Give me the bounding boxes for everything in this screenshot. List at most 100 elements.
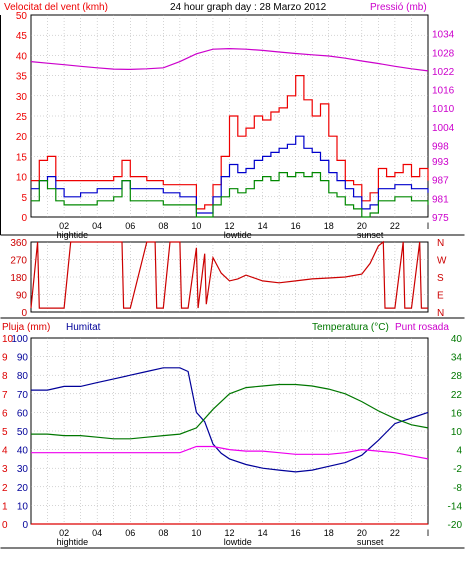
rain-y-tick: 4 xyxy=(2,446,8,457)
direction-y-tick: 180 xyxy=(10,273,27,284)
wind-y-tick: 50 xyxy=(16,11,28,22)
temperature-x-event-label: lowtide xyxy=(224,537,252,547)
rain-y-tick: 3 xyxy=(2,464,8,475)
temperature-x-tick: 20 xyxy=(357,528,367,538)
wind-y-tick: 10 xyxy=(16,173,28,184)
temperature-y-tick-labels: -20 -14 -8 -2 4 10 16 22 28 34 40 xyxy=(448,334,463,531)
humidity-y-tick-labels: 0 10 20 30 40 50 60 70 80 90 100 xyxy=(11,334,28,531)
pressure-line xyxy=(30,47,429,72)
humidity-y-tick: 50 xyxy=(17,427,29,438)
temperature-y-tick: -2 xyxy=(453,464,462,475)
direction-series-group xyxy=(30,240,428,309)
rain-y-tick: 1 xyxy=(2,501,8,512)
direction-y-tick: 90 xyxy=(16,291,28,302)
temperature-x-tick: 12 xyxy=(224,528,234,538)
direction-y-tick-labels: 0 90 180 270 360 xyxy=(10,238,27,319)
temperature-series-group xyxy=(31,367,429,525)
direction-line xyxy=(30,240,428,309)
wind-y-tick: 25 xyxy=(16,112,28,123)
rain-y-tick: 2 xyxy=(2,483,8,494)
rain-y-tick-labels: 0 1 2 3 4 5 6 7 8 9 10 xyxy=(2,334,14,531)
rain-axis-title: Pluja (mm) xyxy=(2,322,50,333)
temperature-y-tick: -8 xyxy=(453,483,462,494)
humidity-y-tick: 100 xyxy=(11,334,28,345)
humidity-y-tick: 70 xyxy=(17,390,29,401)
wind-y-tick: 40 xyxy=(16,51,28,62)
pressure-axis-title: Pressió (mb) xyxy=(370,2,427,13)
temperature-y-tick: -14 xyxy=(448,501,463,512)
wind-x-tick: 18 xyxy=(324,221,334,231)
wind-avg-line xyxy=(31,135,429,214)
pressure-y-tick: 1022 xyxy=(432,67,455,78)
pressure-y-tick: 1028 xyxy=(432,48,455,59)
humidity-line xyxy=(31,367,429,473)
temperature-y-tick: 16 xyxy=(451,408,463,419)
temperature-x-tick: 16 xyxy=(291,528,301,538)
temperature-x-tick: 18 xyxy=(324,528,334,538)
wind-x-tick: 08 xyxy=(158,221,168,231)
wind-x-tick: 14 xyxy=(258,221,268,231)
wind-y-tick: 0 xyxy=(21,213,27,224)
wind-x-tick: 22 xyxy=(390,221,400,231)
temperature-x-tick: 04 xyxy=(92,528,102,538)
rain-y-tick: 8 xyxy=(2,371,8,382)
temperature-axis-title: Temperatura (°C) xyxy=(312,322,389,333)
humidity-y-tick: 60 xyxy=(17,408,29,419)
wind-x-tick: 20 xyxy=(357,221,367,231)
direction-compass-label: N xyxy=(437,238,444,249)
temperature-x-event-label: hightide xyxy=(57,537,89,547)
humidity-y-tick: 90 xyxy=(17,353,29,364)
temperature-x-tick: 22 xyxy=(390,528,400,538)
temperature-y-tick: 40 xyxy=(451,334,463,345)
humidity-y-tick: 10 xyxy=(17,501,29,512)
wind-y-tick: 20 xyxy=(16,132,28,143)
dewpoint-line xyxy=(31,445,429,460)
rain-y-tick: 10 xyxy=(2,334,14,345)
direction-compass-label: S xyxy=(437,273,444,284)
rain-y-tick: 9 xyxy=(2,353,8,364)
pressure-y-tick-labels: 975 981 987 993 998 1004 1010 1016 1022 1028 1034 xyxy=(432,30,455,224)
wind-axis-title: Velocitat del vent (kmh) xyxy=(4,2,108,13)
temperature-x-tick: 10 xyxy=(191,528,201,538)
pressure-y-tick: 975 xyxy=(432,213,449,224)
temperature-y-tick: 28 xyxy=(451,371,463,382)
direction-compass-label: N xyxy=(437,308,444,319)
wind-series-group xyxy=(30,47,429,218)
wind-y-tick: 5 xyxy=(21,193,27,204)
pressure-y-tick: 981 xyxy=(432,194,449,205)
temperature-y-tick: 22 xyxy=(451,390,463,401)
temperature-y-tick: 10 xyxy=(451,427,463,438)
wind-x-tick: 16 xyxy=(291,221,301,231)
dewpoint-axis-title: Punt rosada xyxy=(395,322,449,333)
pressure-y-tick: 993 xyxy=(432,157,449,168)
wind-x-tick: 02 xyxy=(59,221,69,231)
humidity-y-tick: 30 xyxy=(17,464,29,475)
direction-compass-label: W xyxy=(437,256,447,267)
humidity-y-tick: 20 xyxy=(17,483,29,494)
temperature-line xyxy=(31,383,429,440)
temperature-x-tick: 02 xyxy=(59,528,69,538)
temperature-x-tick: 06 xyxy=(125,528,135,538)
temperature-y-tick: -20 xyxy=(448,520,463,531)
wind-y-tick: 30 xyxy=(16,92,28,103)
pressure-y-tick: 987 xyxy=(432,176,449,187)
temperature-y-tick: 4 xyxy=(456,446,462,457)
wind-y-tick: 15 xyxy=(16,152,28,163)
wind-x-tick: 06 xyxy=(125,221,135,231)
wind-x-tick: I xyxy=(427,221,430,231)
chart-main-title: 24 hour graph day : 28 Marzo 2012 xyxy=(170,2,327,13)
temperature-x-tick: I xyxy=(427,528,430,538)
direction-grid xyxy=(31,242,428,312)
humidity-y-tick: 80 xyxy=(17,371,29,382)
direction-y-tick: 360 xyxy=(10,238,27,249)
wind-y-tick-labels: 0 5 10 15 20 25 30 35 40 45 50 xyxy=(16,11,28,224)
humidity-axis-title: Humitat xyxy=(66,322,101,333)
wind-x-tick: 04 xyxy=(92,221,102,231)
pressure-y-tick: 1004 xyxy=(432,123,455,134)
pressure-y-tick: 1034 xyxy=(432,30,455,41)
